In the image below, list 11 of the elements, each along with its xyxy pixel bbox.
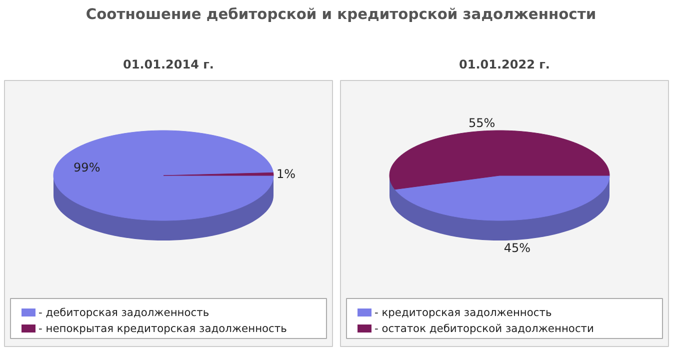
legend-label: - дебиторская задолженность xyxy=(38,306,210,319)
data-label: 45% xyxy=(504,240,531,255)
legend-label: - остаток дебиторской задолженности xyxy=(374,322,594,335)
chart-subtitle: 01.01.2022 г. xyxy=(459,58,550,72)
chart-title: Соотношение дебиторской и кредиторской задолженности xyxy=(84,5,598,25)
data-label: 55% xyxy=(468,116,496,130)
legend-label: - непокрытая кредиторская задолженность xyxy=(38,322,287,335)
chart-subtitle: 01.01.2014 г. xyxy=(123,58,214,72)
legend-label: - кредиторская задолженность xyxy=(374,306,552,319)
data-label: 99% xyxy=(74,160,100,174)
data-label: 1% xyxy=(276,166,296,181)
